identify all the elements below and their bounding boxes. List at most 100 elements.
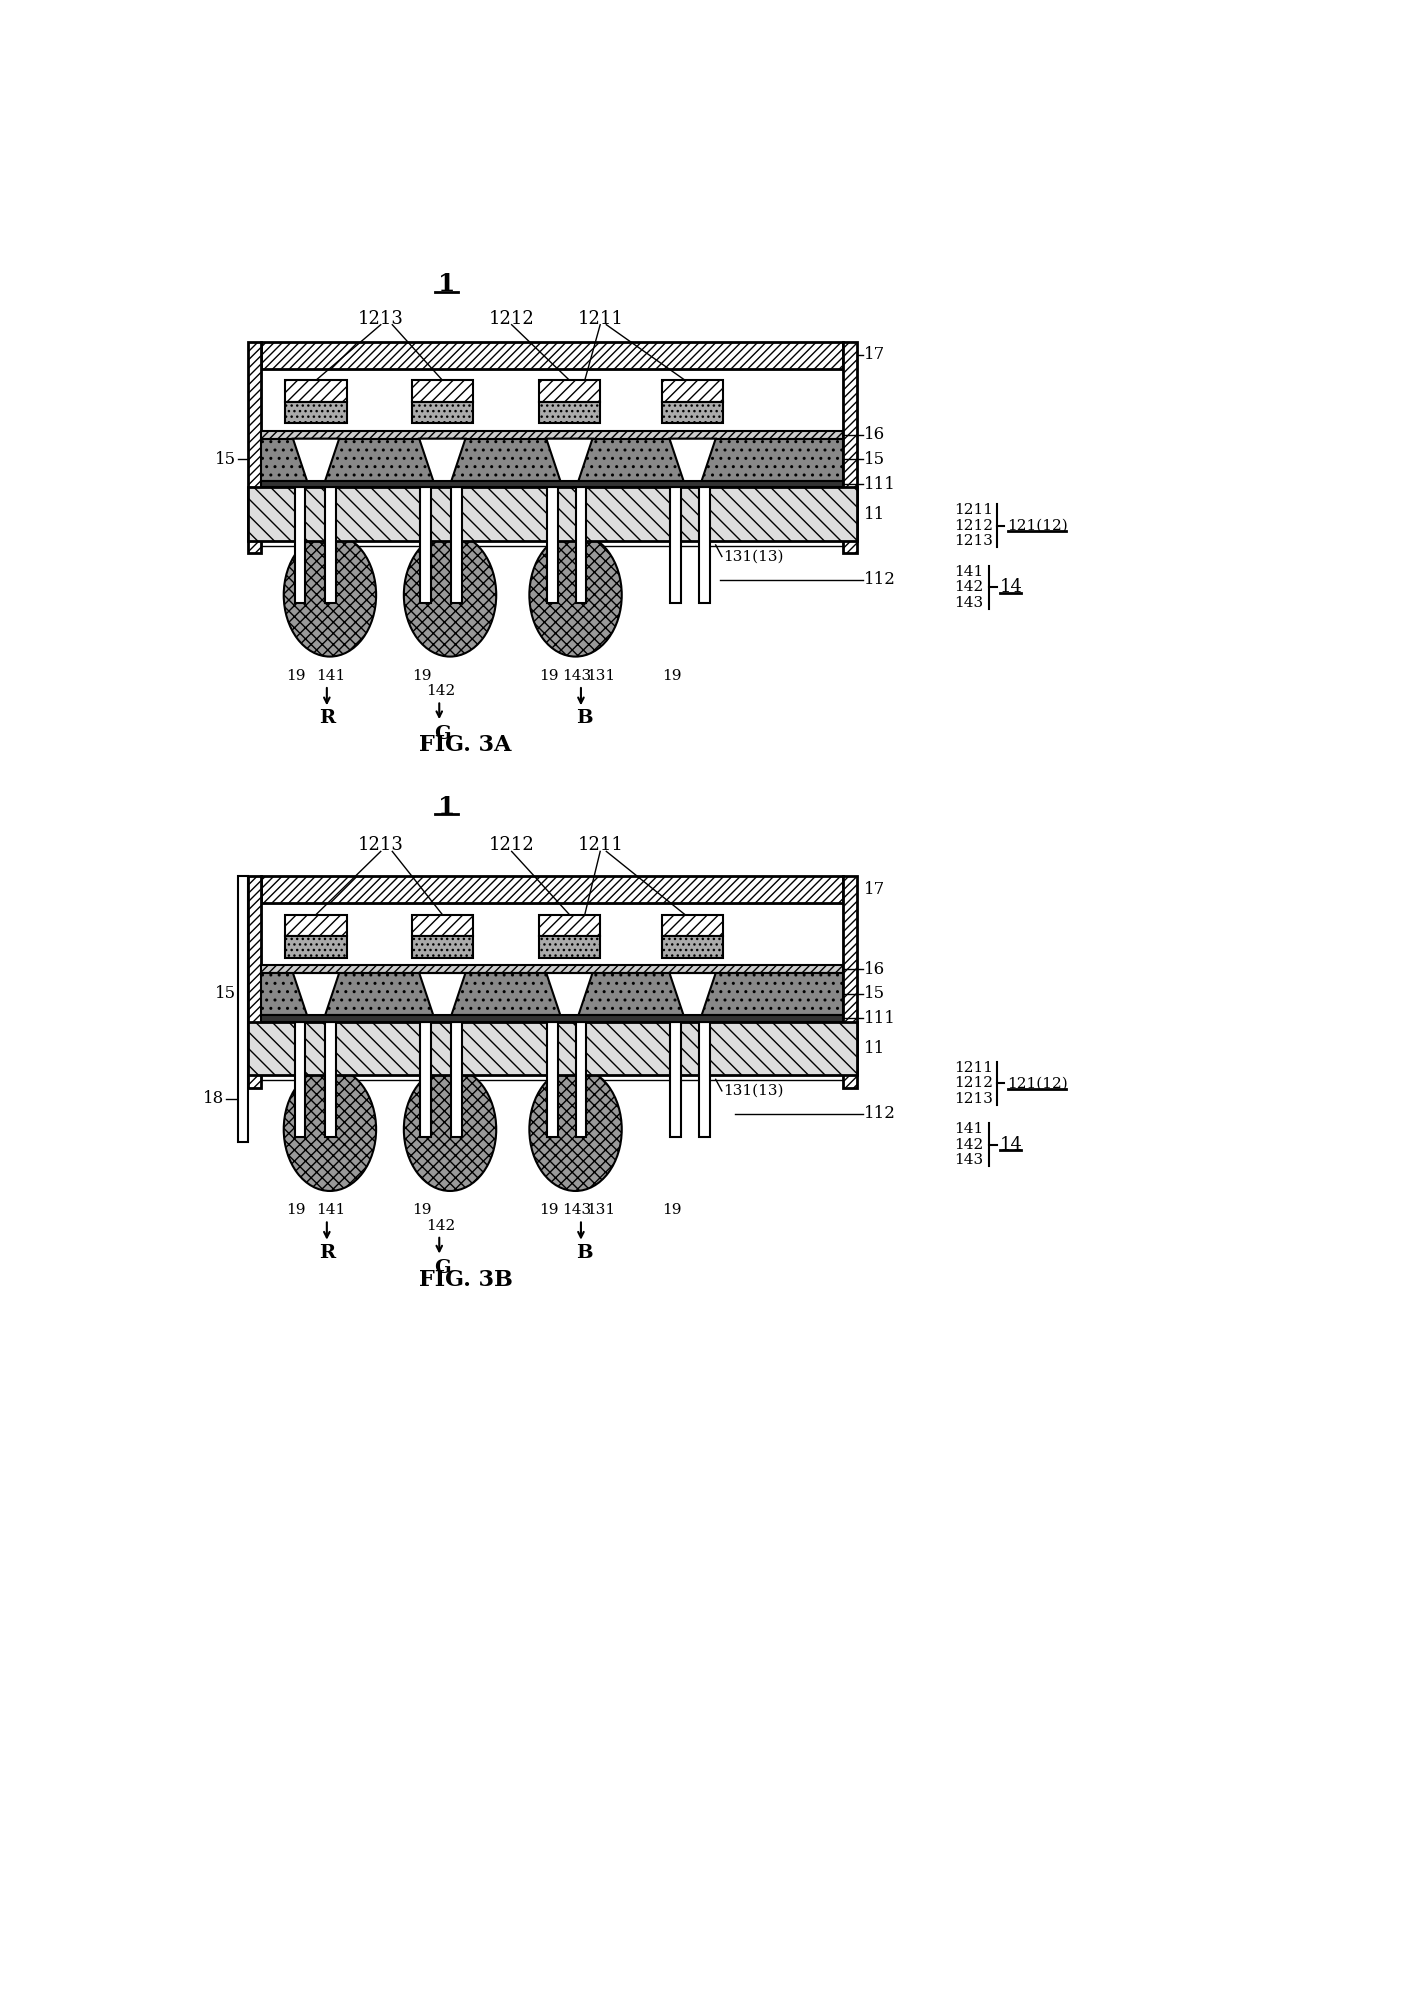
Bar xyxy=(262,972,843,1015)
Bar xyxy=(262,966,843,972)
Text: 131: 131 xyxy=(586,668,615,682)
Text: 1: 1 xyxy=(438,272,455,296)
Bar xyxy=(262,439,843,481)
Text: 17: 17 xyxy=(864,346,885,362)
Text: 1212: 1212 xyxy=(489,310,534,328)
Text: 11: 11 xyxy=(864,1041,885,1057)
Text: 141: 141 xyxy=(954,566,984,580)
Text: 1211: 1211 xyxy=(578,835,623,854)
Text: 143: 143 xyxy=(954,596,984,610)
Text: 19: 19 xyxy=(539,1204,558,1218)
Text: 131: 131 xyxy=(586,1204,615,1218)
Bar xyxy=(661,403,724,423)
Bar xyxy=(538,403,600,423)
Bar xyxy=(412,403,473,423)
Bar xyxy=(661,936,724,958)
Text: 19: 19 xyxy=(412,1204,432,1218)
Bar xyxy=(575,487,586,602)
Bar xyxy=(295,1021,306,1137)
Bar xyxy=(450,1021,462,1137)
Bar xyxy=(412,914,473,936)
Bar xyxy=(450,487,462,602)
Text: 121(12): 121(12) xyxy=(1008,1077,1068,1091)
Ellipse shape xyxy=(530,1067,622,1192)
Text: 143: 143 xyxy=(954,1153,984,1168)
Ellipse shape xyxy=(283,1067,377,1192)
Text: 121(12): 121(12) xyxy=(1008,519,1068,533)
Text: 19: 19 xyxy=(286,668,306,682)
Text: 15: 15 xyxy=(864,984,885,1002)
Text: 1211: 1211 xyxy=(954,1061,994,1075)
Text: 1212: 1212 xyxy=(489,835,534,854)
Bar xyxy=(262,368,843,546)
Text: 16: 16 xyxy=(864,960,885,978)
Bar xyxy=(285,914,347,936)
Bar xyxy=(262,1015,843,1021)
Text: 142: 142 xyxy=(954,1137,984,1151)
Text: 112: 112 xyxy=(864,1105,896,1123)
Text: 111: 111 xyxy=(864,1011,896,1027)
Bar xyxy=(412,380,473,403)
Bar xyxy=(661,914,724,936)
Bar xyxy=(670,1021,681,1137)
Text: 14: 14 xyxy=(1000,578,1022,596)
Text: G: G xyxy=(435,725,450,743)
Bar xyxy=(248,876,262,1087)
Text: 143: 143 xyxy=(562,1204,592,1218)
Ellipse shape xyxy=(283,533,377,656)
Text: 142: 142 xyxy=(954,580,984,594)
Bar xyxy=(575,1021,586,1137)
Text: 111: 111 xyxy=(864,475,896,493)
Bar xyxy=(698,1021,709,1137)
Bar xyxy=(547,1021,558,1137)
Bar xyxy=(262,481,843,487)
Bar xyxy=(262,876,843,904)
Polygon shape xyxy=(547,972,592,1019)
Text: 1213: 1213 xyxy=(954,533,993,548)
Text: 143: 143 xyxy=(562,668,592,682)
Bar xyxy=(538,936,600,958)
Polygon shape xyxy=(419,439,466,485)
Bar xyxy=(262,904,843,1081)
Bar xyxy=(412,936,473,958)
Text: 131(13): 131(13) xyxy=(724,1083,784,1097)
Bar xyxy=(843,342,857,554)
Text: 14: 14 xyxy=(1000,1135,1022,1153)
Bar xyxy=(698,487,709,602)
Text: 11: 11 xyxy=(864,505,885,523)
Text: 1211: 1211 xyxy=(954,503,994,517)
Bar xyxy=(285,936,347,958)
Text: 142: 142 xyxy=(426,1218,456,1232)
Polygon shape xyxy=(293,439,340,485)
Text: R: R xyxy=(319,709,336,727)
Polygon shape xyxy=(670,439,715,485)
Bar xyxy=(670,487,681,602)
Bar xyxy=(248,487,857,541)
Bar xyxy=(547,487,558,602)
Polygon shape xyxy=(547,439,592,485)
Text: 15: 15 xyxy=(215,451,236,467)
Bar xyxy=(238,876,248,1141)
Polygon shape xyxy=(293,972,340,1019)
Ellipse shape xyxy=(404,1067,496,1192)
Text: 19: 19 xyxy=(412,668,432,682)
Text: 141: 141 xyxy=(316,1204,346,1218)
Bar xyxy=(538,380,600,403)
Text: 19: 19 xyxy=(286,1204,306,1218)
Text: 16: 16 xyxy=(864,427,885,443)
Bar xyxy=(326,487,336,602)
Bar xyxy=(538,914,600,936)
Text: 19: 19 xyxy=(539,668,558,682)
Bar xyxy=(421,1021,430,1137)
Bar xyxy=(295,487,306,602)
Bar xyxy=(326,1021,336,1137)
Text: 1211: 1211 xyxy=(578,310,623,328)
Text: FIG. 3A: FIG. 3A xyxy=(419,735,511,757)
Bar xyxy=(248,342,262,554)
Text: 1: 1 xyxy=(438,795,455,819)
Text: 142: 142 xyxy=(426,684,456,699)
Text: 15: 15 xyxy=(215,984,236,1002)
Text: 1213: 1213 xyxy=(358,310,404,328)
Polygon shape xyxy=(419,972,466,1019)
Ellipse shape xyxy=(530,533,622,656)
